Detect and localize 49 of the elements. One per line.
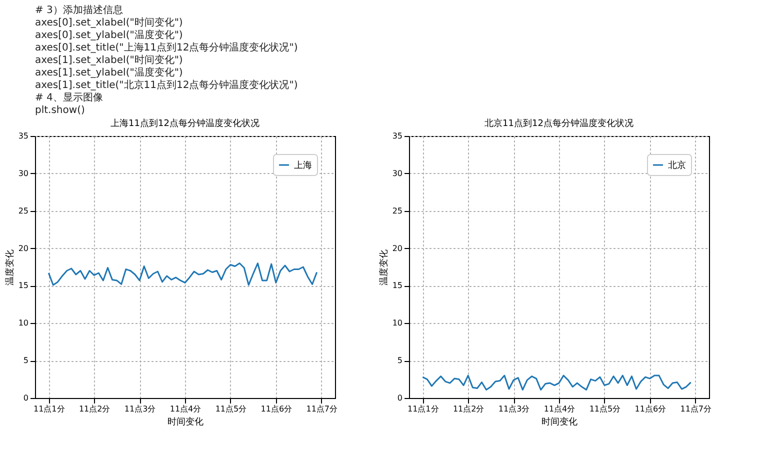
x-axis-title: 时间变化: [168, 416, 204, 428]
y-tick-label: 35: [18, 132, 28, 140]
y-tick-label: 10: [392, 318, 402, 328]
chart-title: 上海11点到12点每分钟温度变化状况: [110, 118, 260, 129]
y-tick-label: 20: [18, 244, 28, 253]
x-tick-label: 11点4分: [170, 404, 202, 414]
y-tick-label: 10: [18, 318, 28, 328]
x-tick-label: 11点1分: [33, 404, 65, 414]
y-tick-label: 5: [397, 356, 402, 366]
x-tick-label: 11点6分: [260, 404, 292, 414]
y-tick-label: 25: [18, 206, 28, 216]
x-tick-label: 11点4分: [544, 404, 576, 414]
x-axis-title: 时间变化: [542, 416, 578, 428]
x-tick-label: 11点3分: [498, 404, 530, 414]
y-tick-label: 15: [18, 281, 28, 290]
text: axes[1].set_title("北京11点到12点每分钟温度变化状况"): [35, 78, 298, 91]
y-tick-label: 35: [392, 132, 402, 140]
text: plt.show(): [35, 104, 85, 116]
legend-label: 上海: [294, 160, 312, 171]
x-tick-label: 11点5分: [589, 404, 621, 414]
x-tick-label: 11点1分: [407, 404, 439, 414]
line-series: [48, 262, 318, 286]
text: axes[1].set_xlabel("时间变化"): [35, 54, 183, 66]
x-tick-label: 11点7分: [680, 404, 712, 414]
legend-label: 北京: [668, 160, 686, 171]
y-tick-label: 0: [23, 394, 28, 402]
x-tick-label: 11点3分: [124, 404, 156, 414]
chart-title: 北京11点到12点每分钟温度变化状况: [484, 118, 634, 129]
text: axes[0].set_title("上海11点到12点每分钟温度变化状况"): [35, 42, 298, 54]
text: axes[0].set_xlabel("时间变化"): [35, 16, 183, 29]
x-tick-label: 11点7分: [306, 404, 338, 414]
text: axes[0].set_ylabel("温度变化"): [35, 29, 183, 42]
y-tick-label: 25: [392, 206, 402, 216]
x-tick-label: 11点6分: [634, 404, 666, 414]
text: # 3）添加描述信息: [35, 4, 123, 16]
y-tick-label: 20: [392, 244, 402, 253]
text: axes[1].set_ylabel("温度变化"): [35, 66, 183, 78]
x-tick-label: 11点5分: [215, 404, 247, 414]
y-tick-label: 15: [392, 281, 402, 290]
y-tick-label: 30: [392, 168, 402, 178]
y-tick-label: 30: [18, 168, 28, 178]
x-tick-label: 11点2分: [78, 404, 110, 414]
line-series: [422, 374, 692, 391]
y-axis-title: 温度变化: [4, 250, 16, 286]
x-tick-label: 11点2分: [452, 404, 484, 414]
y-tick-label: 0: [397, 394, 402, 402]
text: # 4、显示图像: [35, 91, 103, 104]
y-tick-label: 5: [23, 356, 28, 366]
y-axis-title: 温度变化: [378, 250, 390, 286]
